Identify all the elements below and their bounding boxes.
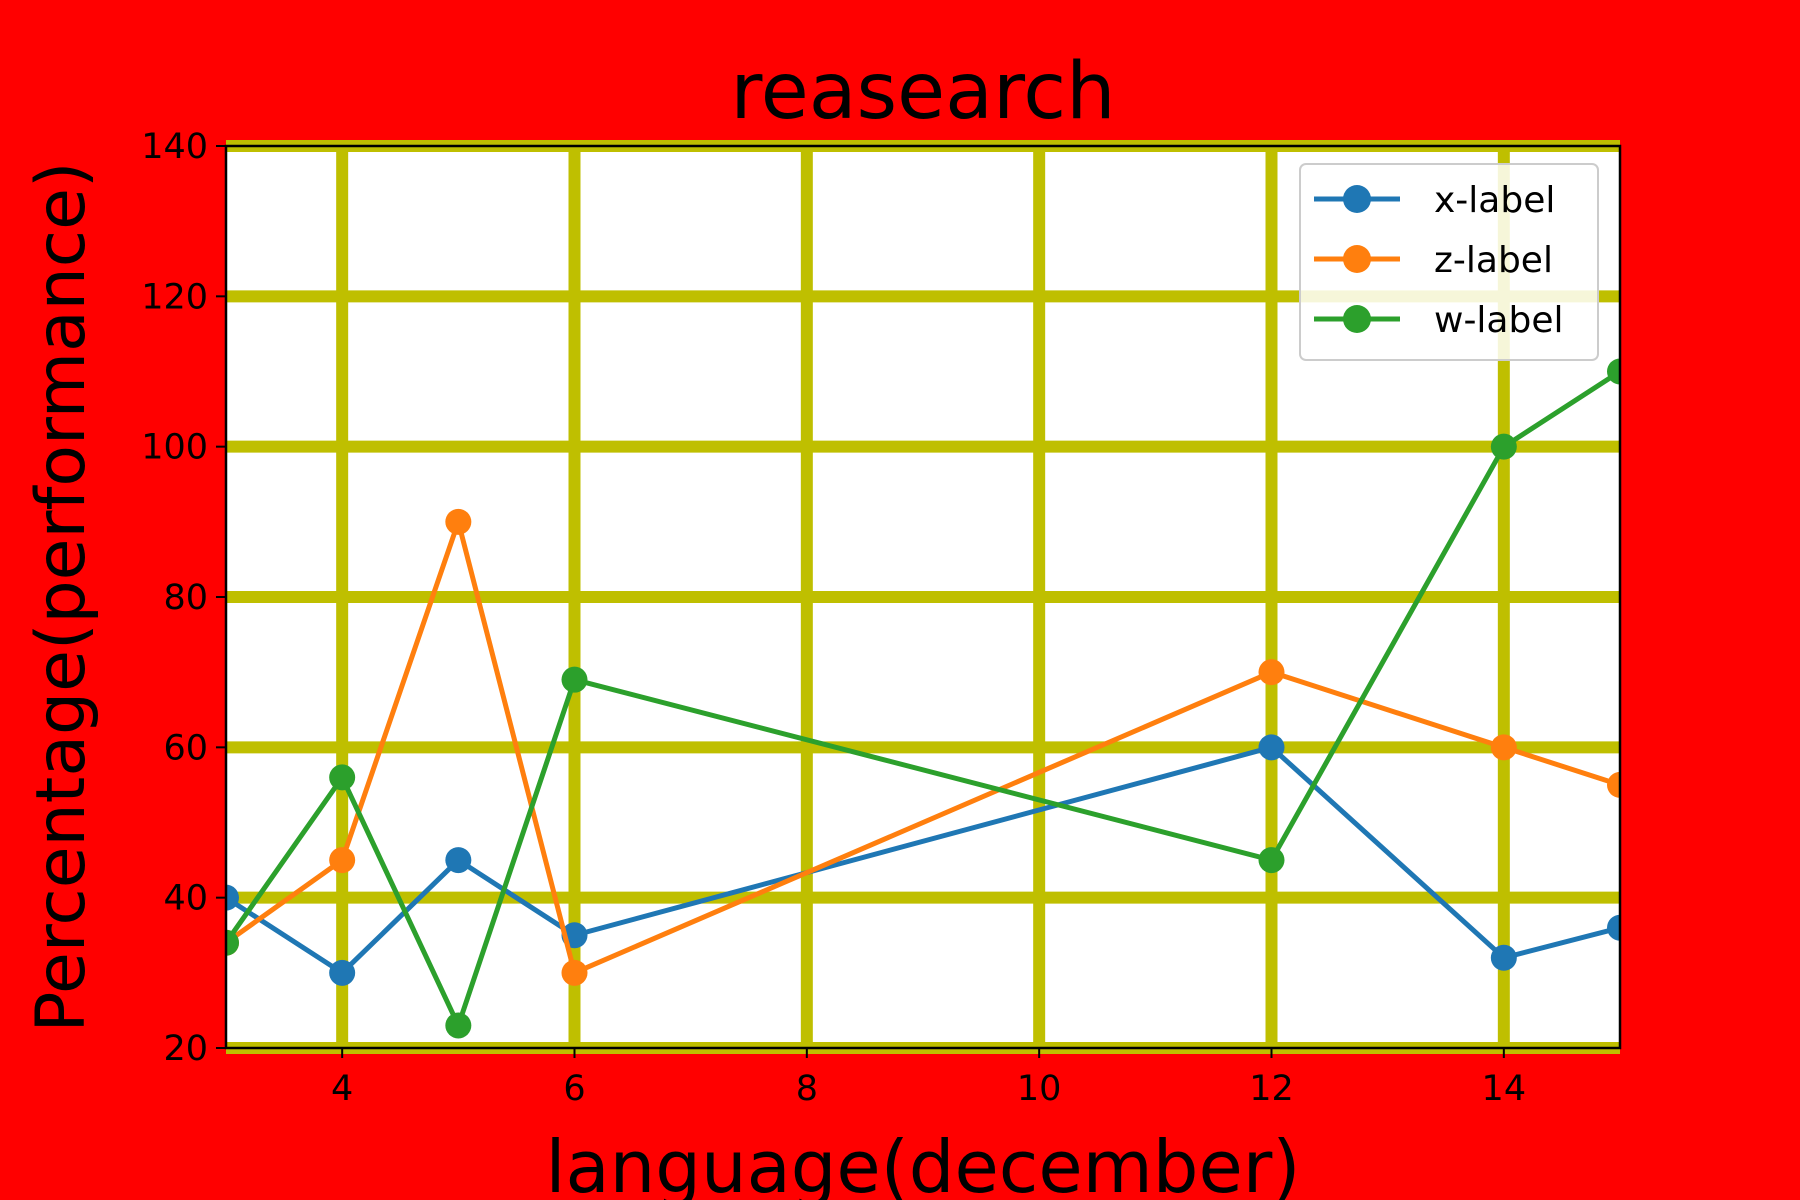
legend-label: z-label xyxy=(1434,240,1553,281)
x-axis-label: language(december) xyxy=(545,1125,1300,1200)
data-point xyxy=(1258,659,1285,686)
chart-title: reasearch xyxy=(730,47,1115,137)
x-tick-label: 4 xyxy=(331,1069,353,1109)
data-point xyxy=(445,508,472,535)
data-point xyxy=(1490,734,1517,761)
y-tick-label: 40 xyxy=(163,879,208,919)
data-point xyxy=(1607,771,1620,798)
y-axis-label: Percentage(performance) xyxy=(22,161,101,1032)
data-point xyxy=(1490,944,1517,971)
x-axis: 4 6 8 10 12 14 xyxy=(331,1048,1526,1109)
y-tick-label: 120 xyxy=(141,277,208,317)
legend-marker xyxy=(1343,305,1371,333)
series-layer xyxy=(226,358,1620,1039)
x-tick-label: 6 xyxy=(563,1069,585,1109)
y-tick-label: 100 xyxy=(141,428,208,468)
data-point xyxy=(329,959,356,986)
x-tick-label: 12 xyxy=(1249,1069,1294,1109)
legend-marker xyxy=(1343,245,1371,273)
data-point xyxy=(445,847,472,874)
legend-box xyxy=(1299,163,1599,361)
x-tick-label: 10 xyxy=(1017,1069,1062,1109)
legend: x-label z-label w-label xyxy=(1299,163,1599,361)
x-tick-label: 8 xyxy=(796,1069,818,1109)
data-point xyxy=(1607,914,1620,941)
data-point xyxy=(1258,847,1285,874)
data-point xyxy=(226,929,239,956)
y-axis: 20 40 60 80 100 120 140 xyxy=(141,127,226,1069)
data-point xyxy=(445,1012,472,1039)
x-tick-label: 14 xyxy=(1482,1069,1527,1109)
legend-label: x-label xyxy=(1434,180,1555,221)
data-point xyxy=(1258,734,1285,761)
legend-marker xyxy=(1343,185,1371,213)
y-tick-label: 60 xyxy=(163,728,208,768)
data-point xyxy=(226,884,239,911)
series-z-label xyxy=(226,508,1620,986)
data-point xyxy=(329,764,356,791)
series-w-label xyxy=(226,358,1620,1039)
y-tick-label: 140 xyxy=(141,127,208,167)
y-tick-label: 20 xyxy=(163,1029,208,1069)
y-tick-label: 80 xyxy=(163,578,208,618)
data-point xyxy=(1490,433,1517,460)
data-point xyxy=(561,959,588,986)
data-point xyxy=(561,666,588,693)
data-point xyxy=(329,847,356,874)
legend-label: w-label xyxy=(1434,300,1564,341)
data-point xyxy=(1607,358,1620,385)
